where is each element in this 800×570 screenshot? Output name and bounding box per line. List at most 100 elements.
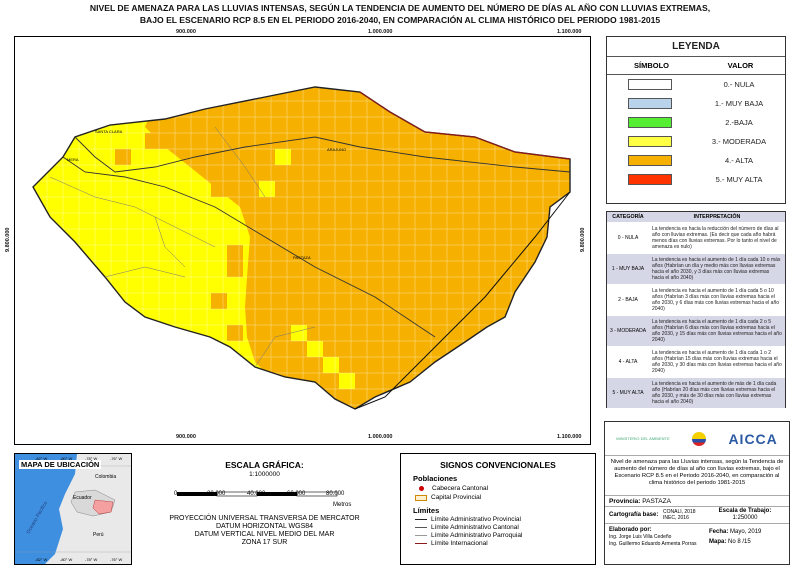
populations-title: Poblaciones <box>413 474 458 483</box>
interp-text: La tendencia es hacia el aumento de 1 dí… <box>652 319 782 343</box>
tick-top-3: -78° W <box>85 456 97 461</box>
province-value: PASTAZA <box>642 498 671 505</box>
limit-item: Límite Administrativo Parroquial <box>415 532 595 539</box>
tick-top-1: -82° W <box>35 456 47 461</box>
limit-line-icon <box>415 543 427 544</box>
interp-category: 0 - NULA <box>617 235 639 241</box>
limit-line-icon <box>415 527 427 528</box>
map-no-value: No 8 /15 <box>728 539 751 545</box>
legend-header: SÍMBOLO VALOR <box>607 57 785 75</box>
capital-row: Capital Provincial <box>415 494 595 501</box>
coord-bottom-x1: 900.000 <box>176 434 196 440</box>
legend-rows: 0.- NULA 1.- MUY BAJA 2.-BAJA 3.- MODERADA 4… <box>607 75 785 189</box>
tick-bottom-2: -80° W <box>60 557 72 562</box>
coord-bottom-x2: 1.000.000 <box>368 434 393 440</box>
legend-col-value: VALOR <box>727 61 754 70</box>
scale-tick-3: 60.000 <box>287 491 306 497</box>
legend-value: 2.-BAJA <box>725 118 753 127</box>
location-inset[interactable]: -82° W -80° W -78° W -76° W -82° W -80° … <box>14 453 132 565</box>
hazard-map[interactable]: SANTA CLARA MERA ARAJUNO PASTAZA <box>14 36 591 445</box>
limit-item: Límite Administrativo Provincial <box>415 516 595 523</box>
legend-symbol <box>607 136 693 147</box>
scale-title: ESCALA GRÁFICA: <box>225 460 304 470</box>
inset-title: MAPA DE UBICACIÓN <box>19 460 102 469</box>
tick-top-2: -80° W <box>60 456 72 461</box>
elaborated-label: Elaborado por: <box>609 527 652 533</box>
date-value: Mayo, 2019 <box>730 529 762 535</box>
interp-text: La tendencia es hacia la reducción del n… <box>652 226 779 250</box>
legend-item: 5.- MUY ALTA <box>607 170 785 189</box>
label-colombia: Colombia <box>95 474 116 480</box>
interp-text: La tendencia es hacia el aumento de más … <box>652 381 777 405</box>
ministry-logo: MINISTERIO DEL AMBIENTE <box>616 436 670 441</box>
interp-text: La tendencia es hacia el aumento de 1 dí… <box>652 257 781 281</box>
coord-top-x3: 1.100.000 <box>557 29 582 35</box>
interp-row: 5 - MUY ALTA La tendencia es hacia el aum… <box>607 377 785 408</box>
projection-line-2: DATUM HORIZONTAL WGS84 <box>215 523 314 530</box>
projection-line-4: ZONA 17 SUR <box>241 539 288 546</box>
interp-category: 3 - MODERADA <box>609 328 647 334</box>
interpretation-table: CATEGORÍA INTERPRETACIÓN 0 - NULA La tend… <box>606 211 786 408</box>
tick-bottom-3: -78° W <box>85 557 97 562</box>
map-no-label: Mapa: <box>709 539 727 545</box>
legend-symbol <box>607 117 693 128</box>
interp-text: La tendencia es hacia el aumento de 1 dí… <box>652 288 780 312</box>
aicca-logo: AICCA <box>728 430 778 447</box>
interp-row: 3 - MODERADA La tendencia es hacia el aum… <box>607 315 785 346</box>
province-row: Provincia: PASTAZA <box>605 496 789 507</box>
ocean <box>15 454 77 564</box>
scale-tick-1: 20.000 <box>207 491 226 497</box>
elaborated-block: Elaborado por: Ing. Jorge Luis Villa Ced… <box>605 524 705 552</box>
legend-swatch <box>628 155 672 166</box>
limit-item: Límite Administrativo Cantonal <box>415 524 595 531</box>
place-santa-clara: SANTA CLARA <box>95 129 123 134</box>
carto-value-2: INEC, 2016 <box>663 515 689 521</box>
map-title: NIVEL DE AMENAZA PARA LAS LLUVIAS INTENS… <box>0 3 800 26</box>
legend-title: LEYENDA <box>607 37 785 57</box>
interp-category: 2 - BAJA <box>618 297 638 303</box>
author-2: Ing. Guillermo Eduardo Armenta Porras <box>609 541 697 547</box>
work-scale: Escala de Trabajo: 1:250000 <box>701 507 789 523</box>
legend-item: 2.-BAJA <box>607 113 785 132</box>
cantonal-boundary <box>62 156 436 338</box>
tick-bottom-4: -76° W <box>110 557 122 562</box>
limit-label: Límite Administrativo Provincial <box>431 516 521 523</box>
legend-item: 4.- ALTA <box>607 151 785 170</box>
legend-col-symbol: SÍMBOLO <box>634 61 669 70</box>
inset-map: -82° W -80° W -78° W -76° W -82° W -80° … <box>15 454 131 564</box>
legend-swatch <box>628 174 672 185</box>
projection-line-3: DATUM VERTICAL NIVEL MEDIO DEL MAR <box>194 531 335 538</box>
label-peru: Perú <box>93 532 104 538</box>
conventional-signs: SIGNOS CONVENCIONALES Poblaciones Cabece… <box>400 453 596 565</box>
interp-row: 1 - MUY BAJA La tendencia es hacia el aum… <box>607 253 785 284</box>
credits-row: Elaborado por: Ing. Jorge Luis Villa Ced… <box>605 524 789 552</box>
limit-item: Límite Internacional <box>415 540 595 547</box>
place-mera: MERA <box>67 157 79 162</box>
tick-top-4: -76° W <box>110 456 122 461</box>
carto-value-1: CONALI, 2018 <box>663 509 696 515</box>
tick-bottom-1: -82° W <box>35 557 47 562</box>
scale-tick-0: 0 <box>174 491 178 497</box>
interp-category: 5 - MUY ALTA <box>612 390 644 396</box>
legend-swatch <box>628 98 672 109</box>
cantonal-boundary <box>74 136 571 173</box>
interp-category: 1 - MUY BAJA <box>611 266 645 272</box>
signs-title: SIGNOS CONVENCIONALES <box>440 460 556 470</box>
legend-item: 3.- MODERADA <box>607 132 785 151</box>
scale-value: 1:250000 <box>732 515 758 521</box>
parish-boundary <box>49 126 316 368</box>
title-line-2: BAJO EL ESCENARIO RCP 8.5 EN EL PERIODO … <box>139 14 661 25</box>
hazard-map-canvas: SANTA CLARA MERA ARAJUNO PASTAZA <box>32 86 571 410</box>
provincial-boundary <box>32 86 571 410</box>
legend-value: 0.- NULA <box>723 80 755 89</box>
limit-label: Límite Internacional <box>431 540 488 547</box>
legend-symbol <box>607 155 693 166</box>
scale-ratio: 1:1000000 <box>249 471 280 478</box>
limit-label: Límite Administrativo Cantonal <box>431 524 519 531</box>
legend-value: 5.- MUY ALTA <box>715 175 763 184</box>
date-map-block: Fecha: Mayo, 2019 Mapa: No 8 /15 <box>705 524 789 552</box>
cabecera-row: Cabecera Cantonal <box>419 485 595 492</box>
limits-title: Límites <box>413 506 440 515</box>
legend-value: 4.- ALTA <box>724 156 754 165</box>
limit-line-icon <box>415 519 427 520</box>
